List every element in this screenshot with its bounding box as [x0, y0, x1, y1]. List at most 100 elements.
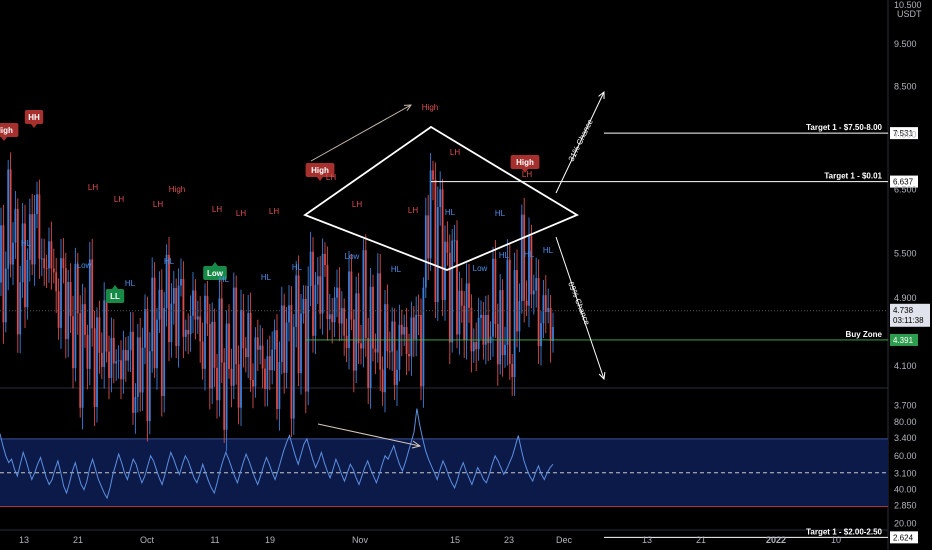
candle-body [16, 208, 19, 335]
candle-body [451, 240, 454, 343]
price-tick: 3.400 [894, 433, 917, 443]
candle-body [340, 308, 343, 324]
candle-body [316, 276, 319, 285]
swing-label: LH [269, 207, 279, 216]
price-tick: 5.500 [894, 249, 917, 259]
candle-body [72, 316, 74, 369]
candle-body [213, 321, 216, 368]
candle-body [129, 331, 132, 351]
candle-body [180, 278, 182, 286]
swing-label: HL [21, 239, 32, 248]
price-tick: 6.500 [894, 185, 917, 195]
price-tick: 3.100 [894, 468, 917, 478]
candle-body [427, 215, 430, 259]
rsi-divergence-head [411, 440, 422, 449]
candle-body [86, 334, 89, 369]
candle-body [381, 369, 384, 393]
candle-body [492, 258, 494, 337]
rsi-tick: 80.00 [894, 417, 917, 427]
candle-body [117, 360, 120, 362]
swing-label: HL [391, 265, 402, 274]
candle-body [304, 298, 307, 392]
swing-box-label: LL [110, 292, 120, 301]
swing-box-pointer [112, 285, 118, 289]
current-price-value: 4.738 [893, 306, 914, 315]
swing-label: LH [408, 206, 418, 215]
candle-body [194, 290, 197, 320]
candle-body [235, 287, 238, 365]
candle-body [288, 305, 290, 323]
candle-body [328, 314, 331, 320]
candle-body [434, 179, 437, 303]
candle-body [182, 278, 185, 337]
candle-body [283, 305, 286, 373]
candle-body [532, 290, 535, 295]
time-tick: 2022 [766, 535, 786, 545]
rsi-tick: 60.00 [894, 451, 917, 461]
candle-body [472, 342, 475, 352]
candle-body [484, 315, 487, 345]
candle-body [84, 304, 86, 335]
candle-body [312, 251, 314, 336]
candle-body [148, 351, 151, 422]
level-price-text: 2.624 [893, 533, 914, 542]
candle-body [348, 271, 350, 348]
candle-body [21, 223, 24, 283]
price-tick: 4.100 [894, 361, 917, 371]
candle-body [314, 284, 317, 336]
candle-body [110, 337, 113, 378]
level-price-text: 6.637 [893, 178, 914, 187]
candle-body [302, 298, 305, 314]
swing-label: High [169, 185, 185, 194]
projection-arrow-down-head [598, 371, 606, 381]
candle-body [170, 303, 173, 343]
candle-body [216, 367, 218, 401]
level-label: Target 1 - $7.50-8.00 [806, 123, 882, 132]
candle-body [146, 309, 149, 422]
price-tick: 10.500 [894, 0, 922, 10]
candle-body [362, 250, 365, 349]
candle-body [547, 307, 550, 313]
candle-body [480, 314, 482, 318]
candle-body [254, 337, 257, 387]
candle-body [513, 270, 516, 378]
candle-body [189, 315, 192, 335]
candle-body [504, 344, 506, 356]
candle-body [64, 268, 67, 340]
time-tick: 23 [504, 535, 514, 545]
swing-label: LH [236, 209, 246, 218]
time-tick: Oct [140, 535, 155, 545]
candle-body [144, 309, 146, 348]
candle-body [247, 313, 250, 358]
time-tick: 21 [73, 535, 83, 545]
candle-body [196, 316, 199, 320]
candle-body [40, 258, 43, 260]
swing-label: LH [153, 200, 163, 209]
candle-body [206, 295, 209, 324]
projection-arrow-down [555, 236, 605, 380]
candle-body [372, 286, 374, 349]
candle-body [360, 343, 362, 349]
time-tick: 21 [696, 535, 706, 545]
swing-label: HL [495, 209, 506, 218]
level-label: Target 1 - $0.01 [824, 172, 882, 181]
swing-label: HL [543, 246, 554, 255]
candle-body [192, 290, 194, 316]
candle-body [242, 309, 245, 349]
candle-body [2, 225, 5, 323]
candle-body [292, 326, 295, 419]
swing-box-label: High [0, 126, 13, 135]
candle-body [295, 275, 298, 327]
swing-label: HL [125, 279, 136, 288]
candle-body [124, 350, 127, 361]
candle-body [355, 293, 358, 371]
candle-body [405, 326, 408, 355]
candle-body [477, 317, 480, 350]
candle-body [396, 369, 398, 385]
current-price-box [890, 303, 930, 327]
candle-body [280, 305, 283, 362]
diamond-outline [303, 125, 579, 271]
projection-arrow-up [555, 91, 605, 194]
candle-body [420, 315, 422, 387]
swing-label: LH [326, 173, 336, 182]
